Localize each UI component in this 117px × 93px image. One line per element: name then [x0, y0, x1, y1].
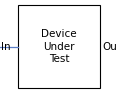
Text: In: In: [1, 41, 11, 52]
Text: Device
Under
Test: Device Under Test: [41, 29, 77, 64]
Text: Out: Out: [102, 41, 117, 52]
Bar: [18, 5, 100, 88]
